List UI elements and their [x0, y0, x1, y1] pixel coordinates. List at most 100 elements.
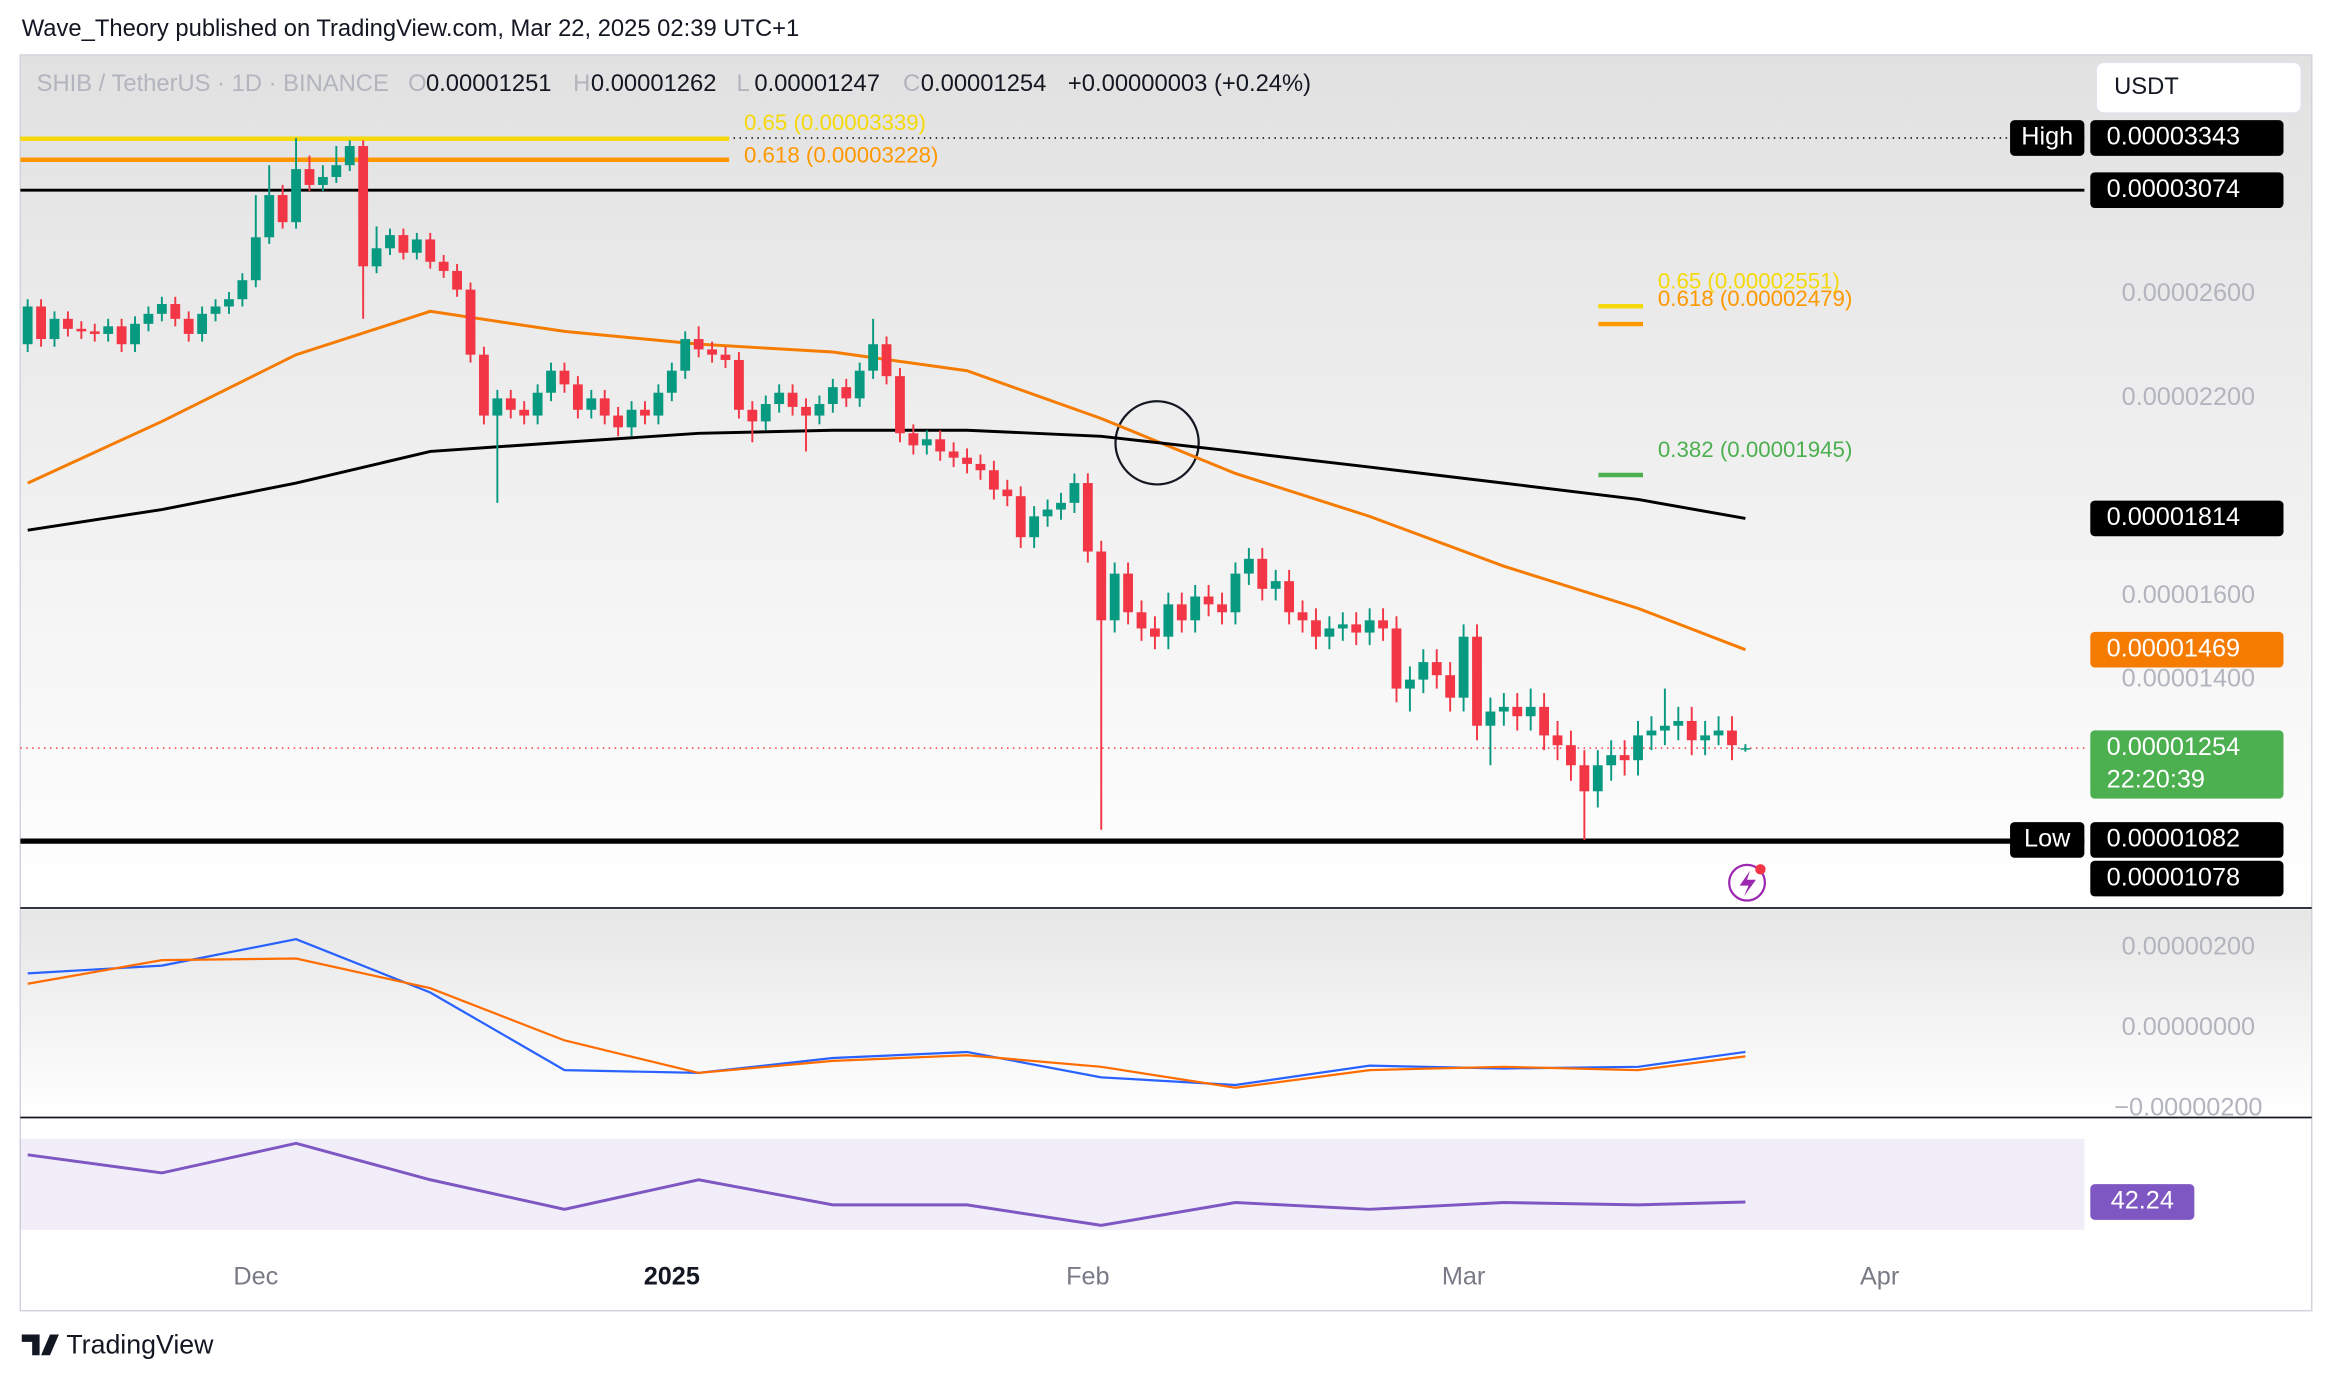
candle-body — [1203, 596, 1214, 605]
rsi-line — [27, 1141, 1746, 1227]
candle-body — [143, 313, 154, 324]
candle-body — [988, 470, 999, 490]
price-tag — [2090, 730, 2284, 799]
candle-body — [1150, 628, 1160, 637]
price-tag-label: 0.00001254 — [2107, 733, 2240, 761]
price-tag — [2090, 631, 2284, 668]
candle-body — [1002, 489, 1013, 497]
currency[interactable]: USDT — [2114, 73, 2179, 100]
price-pane — [20, 54, 2312, 908]
candle-body — [1431, 662, 1442, 676]
price-tag — [2090, 120, 2284, 156]
x-tick-label: Apr — [1860, 1263, 1899, 1291]
y-tick-label: 0.00000000 — [2122, 1013, 2255, 1041]
candle-body — [814, 404, 825, 416]
ohlc-key: C — [903, 70, 920, 97]
candle-body — [1190, 596, 1201, 621]
chart-frame — [19, 54, 2313, 1312]
alert-icon[interactable] — [1728, 863, 1766, 902]
price-tag-label: 0.00003074 — [2107, 175, 2240, 203]
price-tag — [2090, 172, 2284, 209]
candle-body — [398, 235, 409, 253]
candle-body — [599, 398, 610, 416]
brand-logo — [21, 1334, 59, 1356]
candle-body — [156, 304, 167, 314]
brand: TradingView — [66, 1329, 214, 1359]
candle-body — [358, 146, 369, 267]
currency-button[interactable] — [2095, 61, 2303, 114]
candle-body — [1472, 636, 1482, 726]
candle-body — [1096, 551, 1107, 621]
candle-body — [1727, 730, 1737, 746]
candle-body — [304, 169, 315, 185]
y-tick-label: 0.00001600 — [2122, 581, 2255, 609]
candle-body — [962, 457, 972, 464]
macd-pane — [20, 909, 2312, 1118]
candle-body — [1539, 706, 1550, 736]
candle-body — [197, 313, 208, 334]
candle-body — [586, 398, 597, 410]
candle-body — [183, 318, 194, 334]
candle-body — [948, 451, 959, 458]
candle-body — [1378, 620, 1388, 629]
candle-body — [975, 463, 986, 471]
x-tick-label: 2025 — [644, 1263, 700, 1291]
fib-label: 0.618 (0.00003228) — [744, 143, 939, 168]
candle-body — [787, 392, 798, 407]
candle-body — [103, 326, 114, 334]
macd-line — [27, 957, 1746, 1089]
change: +0.00000003 (+0.24%) — [1068, 70, 1311, 97]
moving-average — [27, 309, 1746, 652]
x-tick-label: Mar — [1442, 1263, 1486, 1291]
candle-body — [411, 239, 422, 253]
candle-body — [774, 392, 785, 405]
candle-body — [505, 398, 516, 410]
candle-body — [1123, 573, 1133, 613]
candle-body — [1284, 581, 1295, 613]
candle-body — [666, 370, 677, 393]
candle-body — [908, 433, 919, 446]
ohlc-value: 0.00001254 — [921, 70, 1047, 97]
author-line: Wave_Theory published on TradingView.com… — [22, 15, 799, 42]
candle-body — [1270, 581, 1281, 589]
candle-body — [1163, 604, 1174, 637]
ohlc-value: 0.00001247 — [754, 70, 880, 97]
price-plot — [20, 136, 2085, 844]
price-tag-label: 0.00001469 — [2107, 634, 2240, 662]
candle-body — [331, 165, 342, 177]
candle-body — [680, 339, 691, 371]
candle-body — [1056, 502, 1066, 510]
candle-body — [1498, 706, 1509, 712]
candle-body — [1405, 679, 1415, 689]
candle-body — [237, 280, 248, 300]
price-tag-name: High — [2021, 123, 2073, 151]
fib-label: 0.65 (0.00003339) — [744, 110, 926, 135]
candle-body — [1136, 612, 1147, 629]
y-tick-label: 0.00001400 — [2122, 664, 2255, 692]
candle-body — [559, 370, 570, 385]
candle-body — [1243, 558, 1254, 574]
candle-body — [76, 328, 87, 332]
candle-body — [572, 384, 583, 410]
candle-body — [1579, 765, 1590, 792]
candle-body — [1069, 483, 1080, 503]
candle-body — [1659, 725, 1670, 731]
candle-body — [1324, 628, 1335, 637]
candle-body — [63, 318, 73, 329]
rsi-tag — [2090, 1184, 2195, 1220]
candle-body — [532, 392, 543, 416]
price-tag-label: 0.00001082 — [2107, 825, 2240, 853]
candle-body — [841, 387, 852, 399]
candle-body — [210, 306, 221, 314]
candle-body — [170, 304, 181, 319]
candle-body — [49, 318, 60, 340]
candle-body — [707, 349, 717, 355]
candle-body — [1606, 755, 1617, 766]
candle-body — [291, 169, 301, 223]
candle-body — [277, 195, 288, 223]
ohlc-legend: O 0.00001251 H 0.00001262 L 0.00001247 C 0.0000… — [408, 70, 1046, 97]
annotation-circle — [1114, 400, 1200, 486]
candle-body — [224, 299, 234, 307]
candle-body — [653, 392, 664, 416]
